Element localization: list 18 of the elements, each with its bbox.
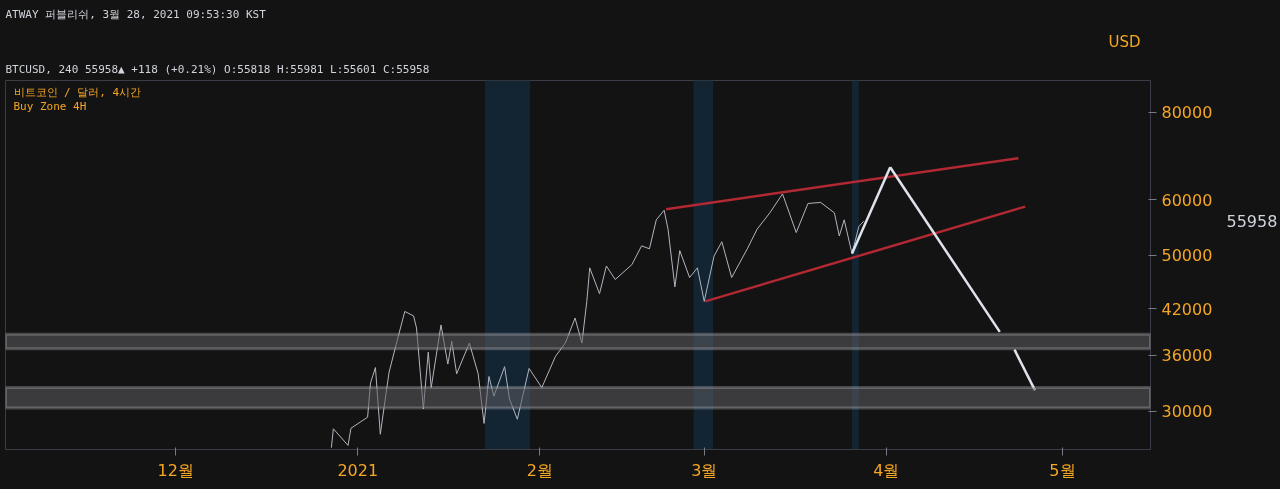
x-tick-label: 4월 xyxy=(873,460,900,480)
x-tick-label: 2월 xyxy=(526,460,553,480)
y-tick-label: 42000 xyxy=(1161,299,1213,319)
y-tick-label: 80000 xyxy=(1161,103,1213,123)
annotation: Buy Zone 4H xyxy=(13,99,87,113)
chart-title: ATWAY 퍼블리쉬, 3월 28, 2021 09:53:30 KST xyxy=(5,7,267,21)
y-tick-label: 30000 xyxy=(1161,402,1213,422)
x-tick-label: 12월 xyxy=(157,460,194,480)
text: 55958 xyxy=(1226,212,1278,232)
y-tick-label: 36000 xyxy=(1161,346,1213,366)
text: USD xyxy=(1108,32,1141,51)
x-tick-label: 3월 xyxy=(691,460,718,480)
chart-subtitle: BTCUSD, 240 55958▲ +118 (+0.21%) O:55818 H:55981 L:55601 C:55958 xyxy=(5,62,430,76)
y-tick-label: 50000 xyxy=(1161,246,1213,266)
x-tick-label: 5월 xyxy=(1049,460,1076,480)
y-tick-label: 60000 xyxy=(1161,190,1213,210)
annotation: 비트코인 / 달러, 4시간 xyxy=(13,85,142,99)
x-tick-label: 2021 xyxy=(337,460,379,480)
